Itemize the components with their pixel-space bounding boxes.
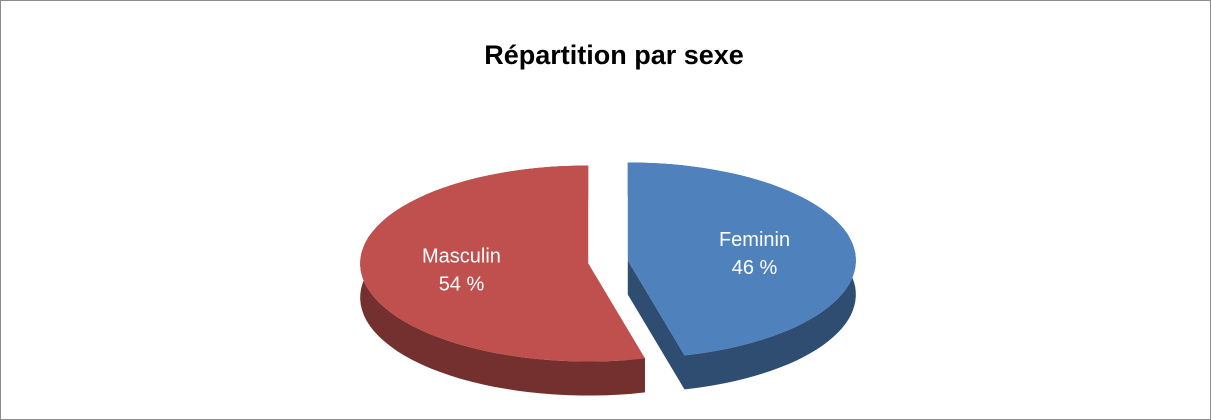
slice-shade bbox=[627, 260, 685, 390]
slice-label: Feminin bbox=[719, 229, 790, 251]
slice-value-label: 54 % bbox=[439, 274, 485, 296]
slice-value-label: 46 % bbox=[732, 257, 778, 279]
chart-title: Répartition par sexe bbox=[484, 40, 744, 70]
slice-label: Masculin bbox=[422, 246, 501, 268]
slice-side bbox=[627, 260, 685, 390]
pie-slice bbox=[360, 165, 645, 362]
pie-slice bbox=[627, 162, 856, 356]
